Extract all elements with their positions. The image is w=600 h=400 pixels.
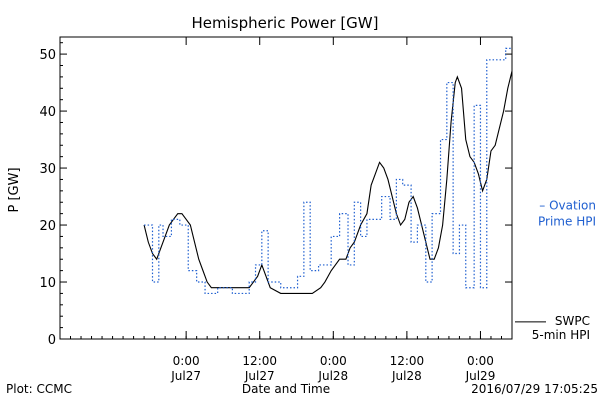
x-tick-time: 12:00	[242, 354, 277, 368]
y-tick-label: 10	[39, 276, 56, 291]
legend-ovation-line2: Prime HPI	[538, 215, 596, 229]
x-axis-label: Date and Time	[242, 382, 330, 396]
x-tick-date: Jul28	[317, 369, 348, 383]
y-tick-label: 40	[39, 105, 56, 120]
legend-swpc-line2: 5-min HPI	[532, 328, 590, 342]
plot-credit: Plot: CCMC	[6, 382, 72, 396]
x-tick-time: 0:00	[173, 354, 200, 368]
x-tick-date: Jul27	[170, 369, 201, 383]
legend-ovation-line1: – Ovation	[539, 199, 596, 213]
x-tick-time: 0:00	[467, 354, 494, 368]
x-tick-time: 12:00	[390, 354, 425, 368]
y-axis-label: P [GW]	[7, 167, 22, 212]
series-ovation-prime-hpi	[144, 47, 512, 295]
x-tick-date: Jul28	[391, 369, 422, 383]
x-tick-date: Jul29	[465, 369, 496, 383]
axis-ticks: 010203040500:00Jul2712:00Jul270:00Jul281…	[39, 37, 513, 383]
y-tick-label: 30	[39, 162, 56, 177]
plot-timestamp: 2016/07/29 17:05:25	[471, 382, 598, 396]
y-tick-label: 50	[39, 48, 56, 63]
x-tick-time: 0:00	[320, 354, 347, 368]
legend-swpc-line1: SWPC	[555, 314, 590, 328]
y-tick-label: 20	[39, 219, 56, 234]
series-swpc-hpi	[143, 71, 513, 294]
series-lines	[143, 47, 513, 295]
plot-frame	[59, 36, 513, 340]
x-tick-date: Jul27	[244, 369, 275, 383]
chart-title: Hemispheric Power [GW]	[192, 14, 379, 32]
y-tick-label: 0	[48, 333, 56, 348]
